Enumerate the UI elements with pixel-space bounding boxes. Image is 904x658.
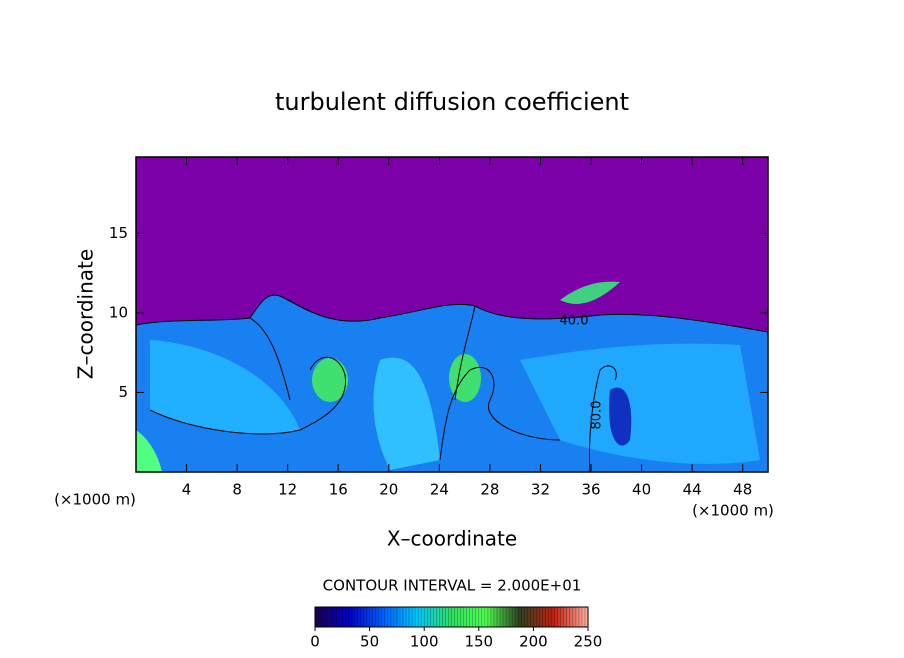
x-tick-label: 8 [232, 481, 242, 499]
y-tick-label: 10 [109, 303, 128, 321]
colorbar-tick-label: 100 [410, 633, 439, 651]
chart-title: turbulent diffusion coefficient [275, 88, 629, 116]
x-tick-label: 20 [379, 481, 398, 499]
y-tick-label: 15 [109, 224, 128, 242]
contour-interval: CONTOUR INTERVAL = 2.000E+01 [323, 577, 582, 595]
x-tick-label: 40 [632, 481, 651, 499]
x-tick-label: 24 [430, 481, 449, 499]
x-axis-label: X–coordinate [387, 527, 517, 551]
x-unit-label: (×1000 m) [692, 502, 774, 520]
colorbar-tick-label: 250 [574, 633, 603, 651]
x-tick-label: 48 [733, 481, 752, 499]
x-tick-label: 32 [531, 481, 550, 499]
y-tick-label: 5 [118, 383, 128, 401]
colorbar-tick-label: 200 [519, 633, 548, 651]
colorbar-tick-label: 50 [360, 633, 379, 651]
x-tick-label: 28 [480, 481, 499, 499]
colorbar-tick-label: 0 [310, 633, 320, 651]
field [135, 157, 769, 473]
contour-label: 40.0 [560, 314, 589, 329]
x-tick-label: 36 [581, 481, 600, 499]
y-unit-label: (×1000 m) [54, 491, 136, 509]
plot-frame [135, 156, 769, 473]
x-tick-label: 12 [278, 481, 297, 499]
y-axis-label: Z–coordinate [74, 249, 98, 379]
x-tick-label: 4 [182, 481, 192, 499]
colorbar-tick-label: 150 [464, 633, 493, 651]
contour-label: 80.0 [590, 401, 605, 430]
x-tick-label: 16 [329, 481, 348, 499]
x-tick-label: 44 [683, 481, 702, 499]
